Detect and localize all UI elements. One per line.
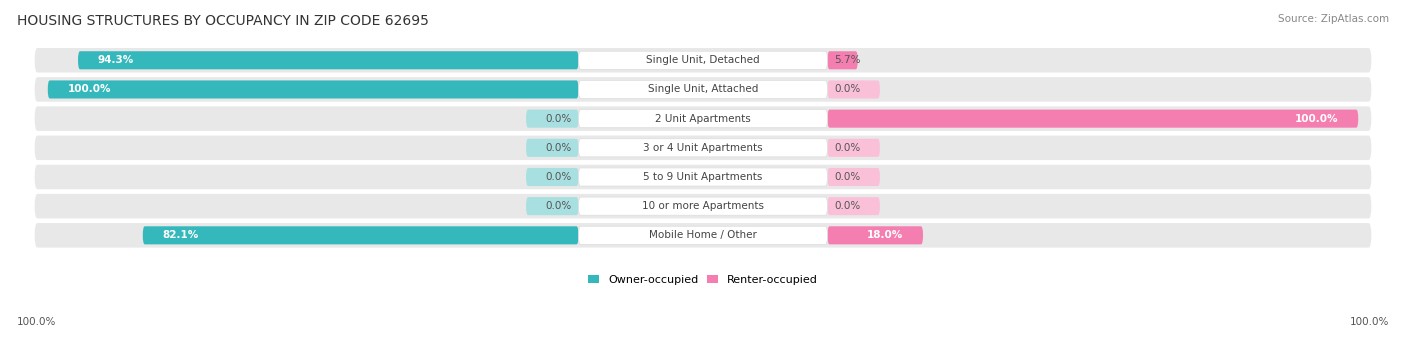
Text: 2 Unit Apartments: 2 Unit Apartments — [655, 114, 751, 124]
FancyBboxPatch shape — [828, 51, 858, 69]
FancyBboxPatch shape — [526, 109, 578, 128]
FancyBboxPatch shape — [526, 197, 578, 215]
FancyBboxPatch shape — [578, 80, 828, 99]
FancyBboxPatch shape — [578, 226, 828, 244]
FancyBboxPatch shape — [35, 136, 1371, 160]
Text: HOUSING STRUCTURES BY OCCUPANCY IN ZIP CODE 62695: HOUSING STRUCTURES BY OCCUPANCY IN ZIP C… — [17, 14, 429, 28]
FancyBboxPatch shape — [77, 51, 578, 69]
Text: 100.0%: 100.0% — [1295, 114, 1339, 124]
FancyBboxPatch shape — [828, 139, 880, 157]
Text: 0.0%: 0.0% — [834, 85, 860, 94]
FancyBboxPatch shape — [828, 168, 880, 186]
Text: Single Unit, Detached: Single Unit, Detached — [647, 55, 759, 65]
FancyBboxPatch shape — [578, 109, 828, 128]
FancyBboxPatch shape — [828, 80, 880, 99]
FancyBboxPatch shape — [526, 139, 578, 157]
FancyBboxPatch shape — [143, 226, 578, 244]
Text: 0.0%: 0.0% — [834, 201, 860, 211]
FancyBboxPatch shape — [578, 139, 828, 157]
FancyBboxPatch shape — [828, 226, 922, 244]
FancyBboxPatch shape — [578, 168, 828, 186]
Legend: Owner-occupied, Renter-occupied: Owner-occupied, Renter-occupied — [583, 270, 823, 289]
Text: 5.7%: 5.7% — [834, 55, 860, 65]
FancyBboxPatch shape — [48, 80, 578, 99]
Text: 10 or more Apartments: 10 or more Apartments — [643, 201, 763, 211]
FancyBboxPatch shape — [828, 109, 1358, 128]
Text: 0.0%: 0.0% — [546, 143, 572, 153]
Text: 0.0%: 0.0% — [546, 201, 572, 211]
Text: 82.1%: 82.1% — [163, 230, 198, 240]
Text: 0.0%: 0.0% — [546, 114, 572, 124]
FancyBboxPatch shape — [828, 197, 880, 215]
Text: 0.0%: 0.0% — [834, 143, 860, 153]
FancyBboxPatch shape — [35, 165, 1371, 189]
Text: Source: ZipAtlas.com: Source: ZipAtlas.com — [1278, 14, 1389, 24]
Text: 3 or 4 Unit Apartments: 3 or 4 Unit Apartments — [643, 143, 763, 153]
Text: Mobile Home / Other: Mobile Home / Other — [650, 230, 756, 240]
Text: 0.0%: 0.0% — [834, 172, 860, 182]
FancyBboxPatch shape — [35, 48, 1371, 73]
FancyBboxPatch shape — [35, 77, 1371, 102]
Text: 5 to 9 Unit Apartments: 5 to 9 Unit Apartments — [644, 172, 762, 182]
Text: 0.0%: 0.0% — [546, 172, 572, 182]
Text: 100.0%: 100.0% — [1350, 317, 1389, 327]
Text: 18.0%: 18.0% — [868, 230, 904, 240]
Text: 100.0%: 100.0% — [67, 85, 111, 94]
FancyBboxPatch shape — [526, 168, 578, 186]
Text: 94.3%: 94.3% — [97, 55, 134, 65]
FancyBboxPatch shape — [578, 197, 828, 215]
FancyBboxPatch shape — [578, 51, 828, 69]
Text: Single Unit, Attached: Single Unit, Attached — [648, 85, 758, 94]
FancyBboxPatch shape — [35, 106, 1371, 131]
Text: 100.0%: 100.0% — [17, 317, 56, 327]
FancyBboxPatch shape — [35, 194, 1371, 218]
FancyBboxPatch shape — [35, 223, 1371, 248]
